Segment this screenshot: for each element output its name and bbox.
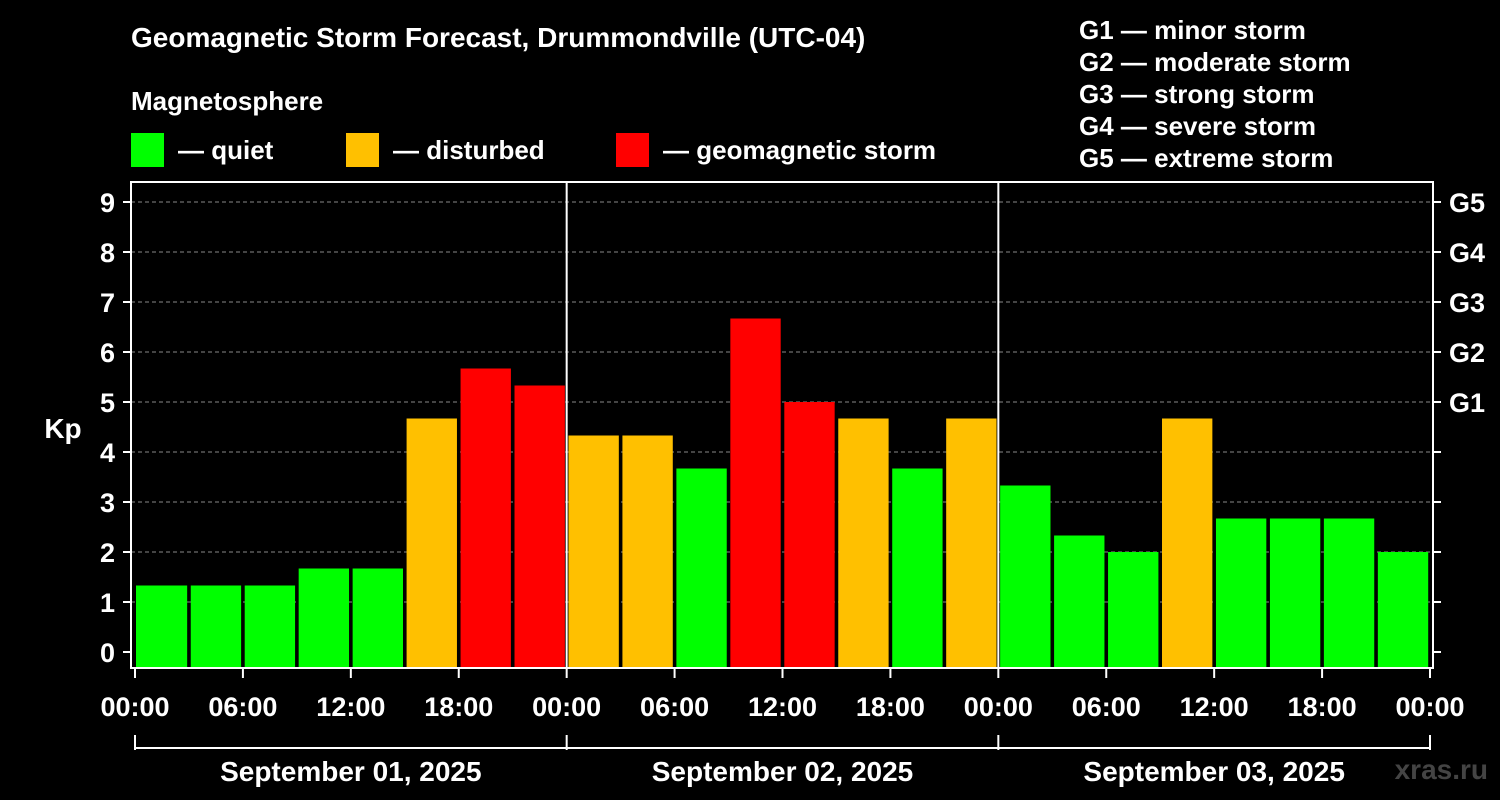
chart-title: Geomagnetic Storm Forecast, Drummondvill… (131, 22, 866, 53)
bar-10 (622, 435, 673, 668)
x-tick-label-1: 00:00 (100, 692, 169, 722)
legend-swatch-disturbed (346, 133, 379, 167)
y-tick-label-7: 7 (100, 288, 115, 318)
bar-13 (784, 402, 835, 668)
storm-level-list: G1 — minor storm G2 — moderate storm G3 … (1079, 14, 1351, 174)
bar-20 (1162, 418, 1213, 668)
bar-23 (1323, 518, 1375, 668)
x-tick-label-7: 12:00 (748, 692, 817, 722)
bar-8 (514, 385, 565, 668)
x-tick-label-6: 06:00 (640, 692, 709, 722)
y-tick-label-8: 8 (100, 238, 115, 268)
storm-scale-label-g4: G4 (1449, 238, 1485, 268)
bar-21 (1215, 518, 1267, 668)
x-tick-label-8: 18:00 (856, 692, 925, 722)
y-tick-label-2: 2 (100, 538, 115, 568)
storm-scale-label-g5: G5 (1449, 188, 1485, 218)
storm-scale-label-g3: G3 (1449, 288, 1485, 318)
storm-scale-label-g1: G1 (1449, 388, 1485, 418)
y-tick-label-3: 3 (100, 488, 115, 518)
watermark: xras.ru (1394, 754, 1488, 785)
legend-item-quiet: — quiet (131, 133, 273, 167)
x-tick-label-12: 18:00 (1288, 692, 1357, 722)
legend-label-quiet: — quiet (178, 134, 274, 165)
y-tick-label-5: 5 (100, 388, 115, 418)
x-tick-label-9: 00:00 (964, 692, 1033, 722)
bar-4 (298, 568, 350, 668)
x-tick-label-13: 00:00 (1395, 692, 1464, 722)
bar-7 (460, 368, 511, 668)
bar-18 (1054, 535, 1105, 668)
bar-14 (838, 418, 889, 668)
bar-22 (1269, 518, 1321, 668)
x-tick-label-11: 12:00 (1180, 692, 1249, 722)
legend-item-disturbed: — disturbed (346, 133, 545, 167)
storm-scale-label-g2: G2 (1449, 338, 1485, 368)
legend-swatch-quiet (131, 133, 164, 167)
bar-15 (892, 468, 943, 668)
storm-level-g1: G1 — minor storm (1079, 15, 1306, 45)
legend-item-storm: — geomagnetic storm (616, 133, 936, 167)
storm-level-g2: G2 — moderate storm (1079, 47, 1351, 77)
legend-label-disturbed: — disturbed (393, 134, 545, 165)
bar-17 (1000, 485, 1051, 668)
bar-6 (406, 418, 457, 668)
legend-swatch-storm (616, 133, 649, 167)
y-tick-label-4: 4 (100, 438, 115, 468)
y-tick-label-6: 6 (100, 338, 115, 368)
bar-1 (136, 585, 188, 668)
y-tick-label-9: 9 (100, 188, 115, 218)
day-label-3: September 03, 2025 (1083, 756, 1345, 787)
bar-9 (568, 435, 619, 668)
storm-level-g4: G4 — severe storm (1079, 111, 1317, 141)
bar-3 (244, 585, 296, 668)
y-axis-label: Kp (44, 413, 81, 444)
storm-level-g5: G5 — extreme storm (1079, 143, 1334, 173)
x-tick-label-2: 06:00 (208, 692, 277, 722)
y-tick-label-1: 1 (100, 588, 115, 618)
bar-16 (946, 418, 997, 668)
x-tick-label-3: 12:00 (316, 692, 385, 722)
x-tick-label-10: 06:00 (1072, 692, 1141, 722)
bar-24 (1377, 552, 1429, 668)
x-tick-label-5: 00:00 (532, 692, 601, 722)
bar-12 (730, 318, 781, 668)
bar-2 (190, 585, 242, 668)
legend-label-storm: — geomagnetic storm (663, 134, 937, 165)
bar-19 (1108, 552, 1159, 668)
bar-5 (352, 568, 403, 668)
legend-title: Magnetosphere (131, 86, 324, 116)
x-tick-label-4: 18:00 (424, 692, 493, 722)
storm-level-g3: G3 — strong storm (1079, 79, 1315, 109)
bar-11 (676, 468, 727, 668)
day-label-1: September 01, 2025 (220, 756, 482, 787)
y-tick-label-0: 0 (100, 638, 115, 668)
day-label-2: September 02, 2025 (652, 756, 914, 787)
